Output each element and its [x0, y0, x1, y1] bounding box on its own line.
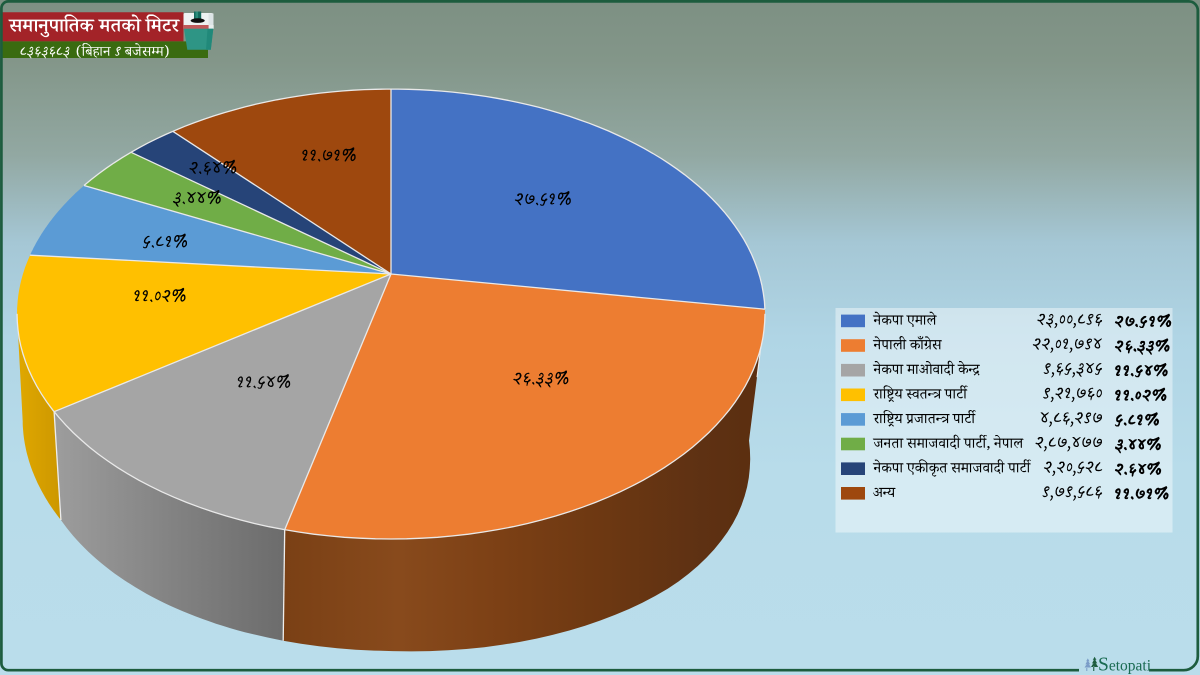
svg-text:Setopati: Setopati — [1098, 655, 1152, 675]
